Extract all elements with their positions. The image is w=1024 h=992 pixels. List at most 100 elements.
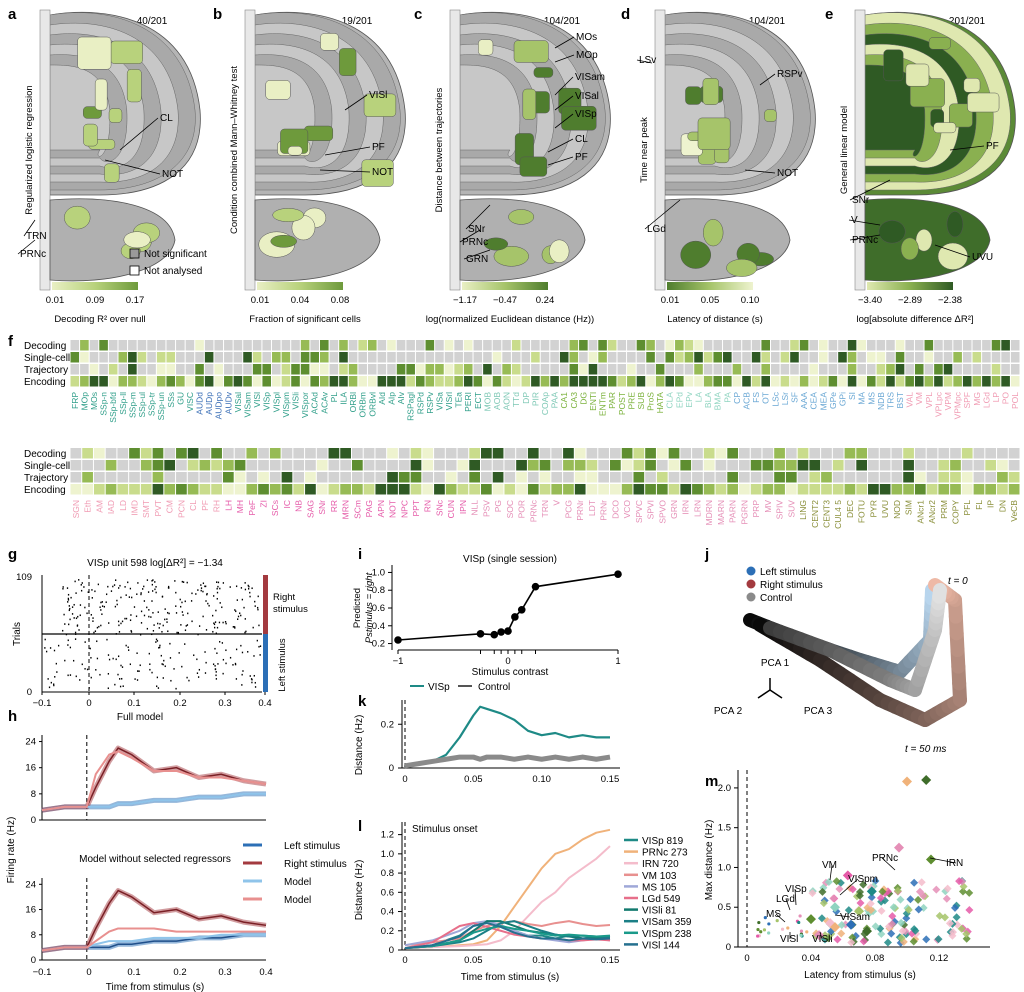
heatmap-cell: [444, 364, 454, 375]
spike: [151, 633, 153, 636]
heatmap-cell: [1008, 484, 1020, 495]
heatmap-cell: [463, 376, 473, 387]
midline: [39, 9, 51, 291]
m-point: [965, 906, 974, 915]
spike: [88, 687, 90, 689]
colorbar-mid: 0.05: [701, 295, 720, 306]
heatmap-cell: [809, 460, 821, 471]
heatmap-cell: [252, 376, 262, 387]
raster-xtick-label: 0: [86, 698, 91, 709]
m-ytick-label: 1.0: [718, 862, 731, 873]
spike: [156, 640, 159, 642]
heatmap-cell: [675, 352, 684, 363]
m-ytick-label: 2.0: [718, 783, 731, 794]
heatmap-cell: [492, 460, 504, 471]
i-point: [614, 570, 622, 579]
heatmap-row-label: Decoding: [24, 341, 66, 352]
heatmap-cell: [598, 364, 607, 375]
heatmap-cell: [483, 376, 492, 387]
spike: [202, 590, 204, 593]
m-point: [859, 937, 868, 946]
heatmap-region-label: TRS: [885, 392, 895, 409]
heatmap-cell: [703, 364, 713, 375]
heatmap-region-label: VISa: [434, 392, 444, 411]
cerebellar-patch: [703, 219, 724, 247]
heatmap-cell: [598, 448, 610, 459]
spike: [234, 662, 237, 665]
heatmap-cell: [655, 364, 665, 375]
heatmap-cell: [156, 340, 166, 351]
heatmap-region-label: V: [552, 500, 562, 506]
l-legend-label: MS 105: [642, 882, 677, 893]
label-leader: [554, 54, 575, 63]
heatmap-region-label: CLA: [665, 392, 675, 409]
m-point: [829, 894, 838, 903]
spike: [136, 652, 138, 655]
heatmap-cell: [797, 472, 809, 483]
heatmap-cell: [903, 448, 914, 459]
heatmap-region-label: ANcr2: [927, 500, 937, 524]
heatmap-cell: [750, 460, 762, 471]
heatmap-cell: [574, 472, 586, 483]
raster-xtick-label: 0.4: [258, 698, 271, 709]
heatmap-cell: [886, 364, 895, 375]
heatmap-cell: [199, 484, 211, 495]
heatmap-region-label: VPMpc: [953, 391, 963, 419]
heatmap-cell: [377, 364, 387, 375]
colorbar-max: −2.38: [938, 295, 962, 306]
spike: [197, 589, 199, 591]
spike: [87, 591, 89, 593]
heatmap-region-label: AId: [377, 392, 387, 405]
heatmap-cell: [694, 340, 703, 351]
m-point: [821, 931, 830, 940]
heatmap-cell: [129, 472, 140, 483]
heatmap-cell: [961, 484, 973, 495]
spike: [115, 658, 117, 661]
map-count: 104/201: [749, 16, 786, 27]
heatmap-cell: [224, 364, 233, 375]
spike: [115, 579, 117, 581]
heatmap-cell: [300, 340, 310, 351]
heatmap-region-label: COPY: [950, 500, 960, 524]
heatmap-cell: [895, 352, 905, 363]
heatmap-cell: [540, 352, 550, 363]
heatmap-cell: [502, 376, 511, 387]
heatmap-cell: [527, 472, 539, 483]
region-patch: [513, 40, 549, 63]
heatmap-cell: [406, 340, 415, 351]
m-point: [877, 906, 886, 915]
region-label-snr: SNr: [468, 224, 486, 235]
spike: [72, 659, 75, 662]
spike: [152, 579, 154, 581]
label-leader: [319, 169, 371, 173]
heatmap-cell: [727, 460, 739, 471]
m-ytick-label: 0.5: [718, 902, 731, 913]
cerebellar-patch: [726, 258, 758, 277]
m-point: [856, 899, 865, 908]
i-ytick-label: 0.2: [372, 639, 385, 650]
spike: [159, 646, 161, 649]
heatmap-cell: [176, 448, 187, 459]
region-label-not: NOT: [372, 167, 393, 178]
heatmap-cell: [739, 484, 750, 495]
heatmap-cell: [398, 448, 410, 459]
spike: [65, 633, 68, 636]
spike: [44, 638, 46, 641]
spike: [179, 598, 181, 601]
heatmap-region-label: ANcr1: [915, 500, 925, 524]
heatmap-cell: [750, 448, 762, 459]
heatmap-region-label: PRNr: [575, 500, 585, 521]
heatmap-cell: [316, 484, 328, 495]
spike: [79, 679, 81, 681]
m-label-visp: VISp: [785, 884, 807, 895]
heatmap-cell: [89, 364, 99, 375]
m-point: [906, 895, 915, 904]
m-small-point: [757, 920, 761, 925]
heatmap-cell: [511, 364, 521, 375]
spike: [237, 618, 239, 621]
spike: [257, 608, 259, 611]
spike: [176, 631, 178, 634]
heatmap-cell: [348, 352, 358, 363]
heatmap-cell: [551, 460, 563, 471]
midline: [654, 9, 666, 291]
